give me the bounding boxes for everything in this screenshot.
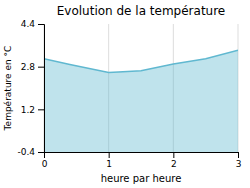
tick: -0.4 <box>17 147 44 157</box>
axis-line <box>45 153 239 159</box>
y-axis-title: Température en °C <box>3 46 13 132</box>
tick-label: 3 <box>236 159 242 169</box>
tick: 2 <box>171 152 177 169</box>
tick-mark <box>109 152 110 158</box>
area <box>44 50 238 152</box>
tick: 1.2 <box>21 105 44 115</box>
tick-mark <box>238 152 239 158</box>
tick-label: 1 <box>106 159 112 169</box>
tick: 1 <box>106 152 112 169</box>
line <box>44 50 238 72</box>
tick-mark <box>38 67 44 68</box>
tick-label: 2 <box>171 159 177 169</box>
grid <box>44 24 238 152</box>
tick-label: 4.4 <box>21 19 36 29</box>
tick: 4.4 <box>21 19 44 29</box>
x-axis: 0 1 2 3 <box>42 152 242 169</box>
tick-label: 1.2 <box>21 105 35 115</box>
plot: 0 1 2 3 -0.4 1.2 2.8 4.4 <box>17 19 241 169</box>
y-axis: -0.4 1.2 2.8 4.4 <box>17 19 44 157</box>
tick: 0 <box>42 152 48 169</box>
tick-label: -0.4 <box>17 147 35 157</box>
tick-label: 2.8 <box>21 62 36 72</box>
tick: 2.8 <box>21 62 44 72</box>
axis-line <box>38 25 45 153</box>
title: Evolution de la température <box>57 4 226 18</box>
chart: 0 1 2 3 -0.4 1.2 2.8 4.4 Evolution de la tempéra… <box>0 0 250 188</box>
x-axis-title: heure par heure <box>101 173 182 184</box>
tick-label: 0 <box>42 159 48 169</box>
marks <box>44 50 238 152</box>
tick-mark <box>38 109 44 110</box>
tick-mark <box>38 24 44 25</box>
tick: 3 <box>236 152 242 169</box>
tick-mark <box>38 152 44 153</box>
tick-mark <box>173 152 174 158</box>
